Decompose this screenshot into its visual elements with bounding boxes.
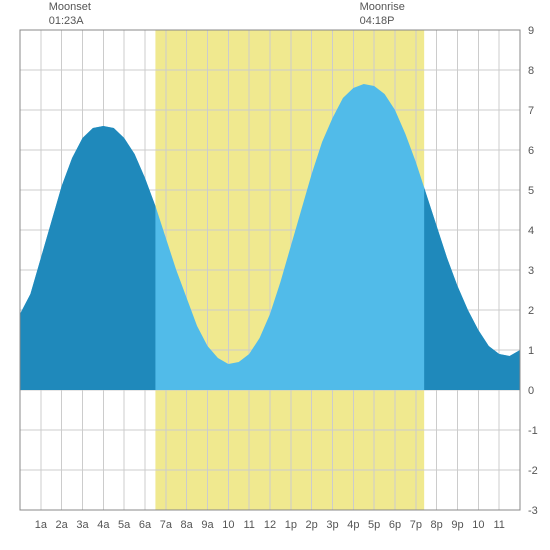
svg-text:1p: 1p xyxy=(285,519,297,531)
svg-text:4: 4 xyxy=(528,225,534,237)
svg-text:8: 8 xyxy=(528,65,534,77)
svg-text:6: 6 xyxy=(528,145,534,157)
chart-svg: -3-2-101234567891a2a3a4a5a6a7a8a9a101112… xyxy=(0,0,550,550)
svg-text:2a: 2a xyxy=(56,519,69,531)
svg-text:8a: 8a xyxy=(181,519,194,531)
svg-text:11: 11 xyxy=(493,519,504,531)
svg-text:8p: 8p xyxy=(431,519,443,531)
svg-text:-3: -3 xyxy=(528,505,538,517)
svg-text:5: 5 xyxy=(528,185,534,197)
svg-text:1: 1 xyxy=(528,345,534,357)
svg-text:9: 9 xyxy=(528,25,534,37)
svg-text:6p: 6p xyxy=(389,519,401,531)
moonset-label: Moonset 01:23A xyxy=(49,0,91,29)
svg-text:0: 0 xyxy=(528,385,534,397)
moonset-title: Moonset xyxy=(49,1,91,13)
svg-text:10: 10 xyxy=(222,519,234,531)
moonrise-time: 04:18P xyxy=(360,15,395,27)
svg-text:-1: -1 xyxy=(528,425,538,437)
svg-text:-2: -2 xyxy=(528,465,538,477)
tide-chart: Moonset 01:23A Moonrise 04:18P -3-2-1012… xyxy=(0,0,550,550)
svg-text:6a: 6a xyxy=(139,519,152,531)
svg-text:10: 10 xyxy=(472,519,484,531)
svg-text:11: 11 xyxy=(243,519,254,531)
svg-text:9a: 9a xyxy=(201,519,214,531)
svg-text:5a: 5a xyxy=(118,519,131,531)
svg-text:1a: 1a xyxy=(35,519,48,531)
svg-text:7: 7 xyxy=(528,105,534,117)
moonset-time: 01:23A xyxy=(49,15,84,27)
svg-text:4a: 4a xyxy=(97,519,110,531)
svg-text:7a: 7a xyxy=(160,519,173,531)
moonrise-label: Moonrise 04:18P xyxy=(360,0,405,29)
svg-text:2: 2 xyxy=(528,305,534,317)
moonrise-title: Moonrise xyxy=(360,1,405,13)
svg-text:4p: 4p xyxy=(347,519,359,531)
svg-text:7p: 7p xyxy=(410,519,422,531)
svg-text:12: 12 xyxy=(264,519,276,531)
svg-text:2p: 2p xyxy=(306,519,318,531)
svg-text:3p: 3p xyxy=(326,519,338,531)
svg-text:3: 3 xyxy=(528,265,534,277)
svg-text:5p: 5p xyxy=(368,519,380,531)
svg-text:3a: 3a xyxy=(76,519,89,531)
svg-text:9p: 9p xyxy=(451,519,463,531)
